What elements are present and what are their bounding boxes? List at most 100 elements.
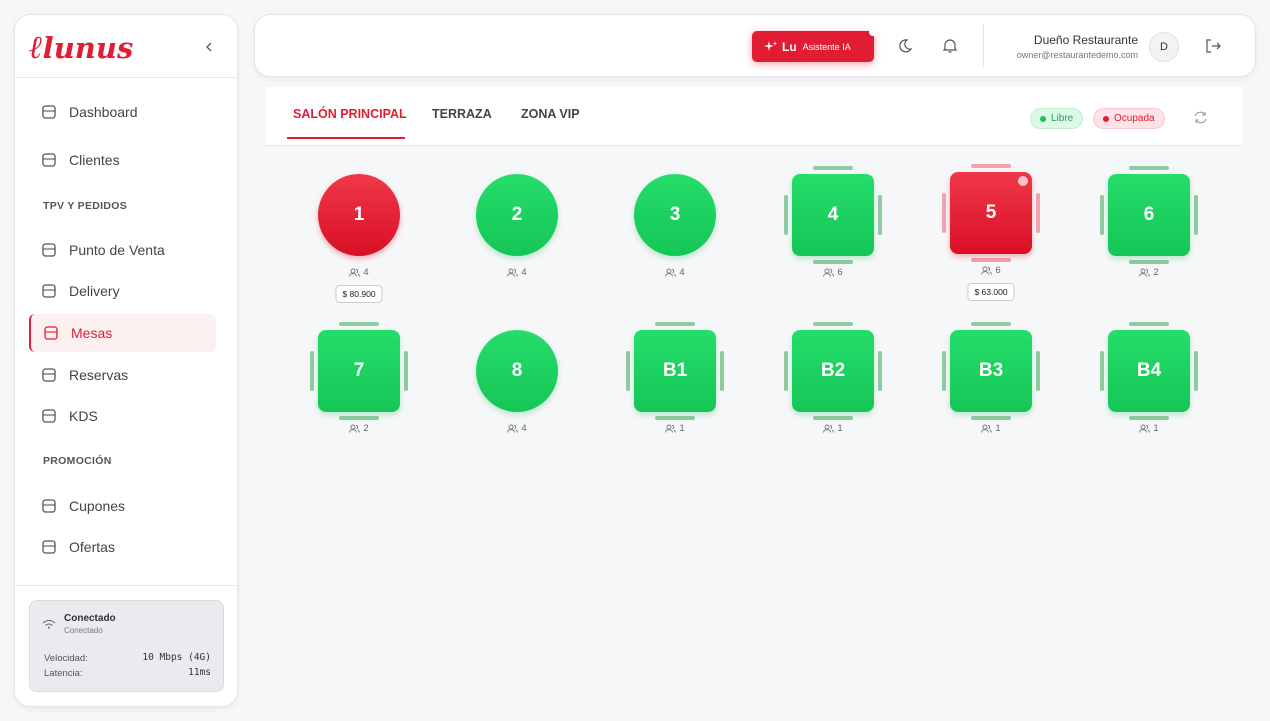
connection-value: 11ms [188, 667, 211, 678]
table[interactable]: B1 [634, 330, 716, 412]
table[interactable]: 7 [318, 330, 400, 412]
chair [1100, 351, 1104, 391]
chair [971, 258, 1011, 262]
user-email: owner@restaurantedemo.com [1016, 50, 1138, 60]
people-icon [665, 424, 677, 433]
user-name: Dueño Restaurante [1033, 33, 1138, 47]
tab[interactable]: ZONA VIP [521, 107, 580, 121]
seats-count: 4 [521, 423, 527, 434]
seats-count: 1 [837, 423, 843, 434]
nav-icon [42, 409, 56, 423]
header: Lu Asistente IA Dueño Restaurante owner@… [254, 14, 1256, 77]
nav-item[interactable]: Dashboard [29, 93, 216, 131]
legend-dot [1103, 115, 1109, 122]
table-label: 7 [353, 360, 365, 381]
seats: 4 [319, 267, 399, 278]
seats: 1 [1109, 423, 1189, 434]
people-icon [823, 268, 835, 277]
chair [971, 416, 1011, 420]
legend-dot [1040, 115, 1046, 122]
collapse-button[interactable] [203, 40, 215, 54]
seats: 4 [635, 267, 715, 278]
people-icon [349, 424, 361, 433]
nav-label: Reservas [69, 367, 129, 383]
refresh[interactable] [1193, 110, 1208, 125]
table[interactable]: 4 [792, 174, 874, 256]
seats-count: 4 [521, 267, 527, 278]
tab-underline [287, 137, 405, 139]
nav-icon [42, 153, 56, 167]
connection-key: Latencia: [44, 668, 83, 679]
nav-label: Dashboard [69, 104, 138, 120]
chair [971, 164, 1011, 168]
nav-label: Delivery [69, 283, 120, 299]
connection-status: Conectado Conectado Velocidad: 10 Mbps (4… [29, 600, 224, 692]
nav-item[interactable]: KDS [29, 397, 216, 435]
table[interactable]: 8 [476, 330, 558, 412]
chair [1129, 260, 1169, 264]
chair [813, 166, 853, 170]
connection-key: Velocidad: [44, 653, 88, 664]
table[interactable]: B4 [1108, 330, 1190, 412]
table[interactable]: B3 [950, 330, 1032, 412]
table[interactable]: 1 [318, 174, 400, 256]
seats-count: 2 [363, 423, 369, 434]
seats-count: 2 [1153, 267, 1159, 278]
nav-item[interactable]: Cupones [29, 487, 216, 525]
assistant-name: Lu [782, 39, 797, 54]
assistant-label: Asistente IA [802, 41, 851, 52]
nav-item[interactable]: Ofertas [29, 528, 216, 566]
seats-count: 1 [995, 423, 1001, 434]
logout[interactable] [1204, 38, 1222, 54]
section-label: TPV Y PEDIDOS [43, 200, 128, 212]
nav-item[interactable]: Punto de Venta [29, 231, 216, 269]
sparkle-icon [764, 40, 777, 51]
seats: 1 [793, 423, 873, 434]
chair [339, 416, 379, 420]
table-label: B3 [978, 360, 1004, 381]
table-label: 5 [985, 202, 997, 223]
assistant-button[interactable]: Lu Asistente IA [752, 28, 877, 62]
tab[interactable]: SALÓN PRINCIPAL [293, 107, 407, 121]
seats: 6 [793, 267, 873, 278]
table-label: B2 [820, 360, 846, 381]
table[interactable]: 3 [634, 174, 716, 256]
chair [310, 351, 314, 391]
nav-item[interactable]: Mesas [29, 314, 216, 352]
table[interactable]: 6 [1108, 174, 1190, 256]
nav-item[interactable]: Delivery [29, 272, 216, 310]
table[interactable]: 2 [476, 174, 558, 256]
nav-item[interactable]: Reservas [29, 356, 216, 394]
chair [1194, 195, 1198, 235]
people-icon [1139, 268, 1151, 277]
seats-count: 6 [837, 267, 843, 278]
nav-label: Ofertas [69, 539, 115, 555]
chair [784, 351, 788, 391]
chair [878, 195, 882, 235]
seats-count: 1 [1153, 423, 1159, 434]
legend-item: Libre [1030, 108, 1084, 129]
legend-label: Ocupada [1114, 113, 1155, 124]
table-label: B1 [662, 360, 688, 381]
nav-label: Punto de Venta [69, 242, 165, 258]
chair [878, 351, 882, 391]
badge [869, 28, 877, 36]
nav-icon [42, 499, 56, 513]
theme-toggle[interactable] [897, 38, 913, 54]
chair [1194, 351, 1198, 391]
seats-count: 6 [995, 265, 1001, 276]
table[interactable]: 5 [950, 172, 1032, 254]
notifications[interactable] [942, 37, 958, 55]
connection-subtitle: Conectado [64, 626, 103, 635]
table-label: 2 [511, 204, 523, 225]
tab[interactable]: TERRAZA [432, 107, 492, 121]
avatar[interactable]: D [1149, 32, 1179, 62]
chair [655, 416, 695, 420]
nav-item[interactable]: Clientes [29, 141, 216, 179]
nav-icon [44, 326, 58, 340]
people-icon [1139, 424, 1151, 433]
chair [1129, 416, 1169, 420]
logo-text: lunus [42, 31, 134, 65]
people-icon [349, 268, 361, 277]
table[interactable]: B2 [792, 330, 874, 412]
